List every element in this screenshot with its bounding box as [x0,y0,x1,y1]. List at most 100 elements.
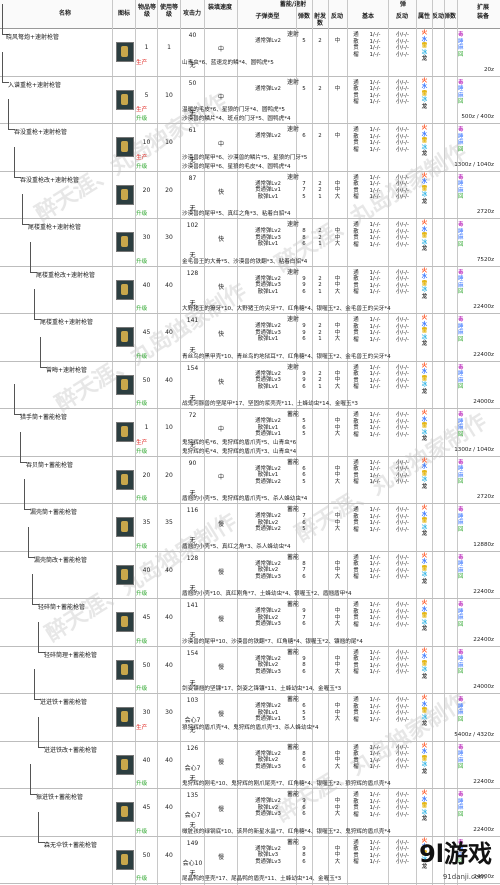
recoil-values: 中 中 大 [334,180,341,200]
weapon-name: 尾楼重枪+速射枪管 [40,319,94,326]
reload-speed: 慢 [217,758,224,766]
weapon-name: 尾楼重枪+速射枪管 [28,224,82,231]
ammo-basic: 通 散 贯 榴 [353,412,359,438]
water-element: 水 [421,844,428,850]
para-augment: 麻 [458,140,464,146]
dragon-element: 龙 [421,151,428,157]
attack-none: 无 [189,252,196,259]
upgrade-label: 升级 [136,828,148,835]
tree-connector [30,764,37,795]
use-level: 30 [165,709,173,716]
augment-list: 毒睡麻回 [458,127,463,153]
weapon-icon [116,802,134,822]
water-element: 水 [421,559,428,565]
table-row: 入谱重枪+速射枪管 5 10 50 无中速射 通常弹Lv2 5 2 中通 散 贯 榴 1/-/- … [0,51,500,124]
para-augment: 麻 [458,235,464,241]
upgrade-label: 升级 [136,163,148,170]
ammo-recoil: 小/-/- 小/-/- 小/-/- 小/-/- [396,744,409,771]
recover-augment: 回 [458,716,464,723]
weapon-name: 漏壳筒改+蓄能枪管 [34,556,88,564]
augment-list: 毒睡麻回 [458,412,463,438]
bullet-types: 通常弹Lv2 散弹Lv1 贯通弹Lv1 [255,418,281,437]
attack-none: 无 [189,109,196,117]
attack-value: 103 [186,697,199,704]
weapon-name: 猎手筒+蓄能枪管 [20,414,68,421]
reload-speed: 中 [217,46,224,53]
thunder-element: 雷 [421,43,428,49]
thunder-element: 雷 [421,423,428,429]
recover-augment: 回 [458,51,464,58]
bullet-types: 通常弹Lv2 贯通弹Lv3 散弹Lv1 [255,228,281,247]
header-name: 名称 [58,10,71,17]
fire-element: 火 [421,77,428,84]
attack-none: 无 [189,774,196,782]
water-element: 水 [421,84,428,90]
header-use-level: 使用等级 [159,4,178,18]
attack-none: 无 [189,679,196,687]
poison-augment: 毒 [458,792,464,798]
poison-augment: 毒 [458,697,464,703]
recoil-values: 中 中 大 [334,275,341,295]
header-reload-speed: 装填速度 [207,4,232,11]
item-level: 45 [142,804,151,811]
weapon-icon [116,754,134,775]
fire-mode: 蓄能 [286,696,299,703]
use-level: 40 [165,661,173,669]
dragon-element: 龙 [421,768,428,775]
price: 24000z [473,874,494,880]
sleep-augment: 睡 [458,133,464,140]
ammo-counts: 6 [302,133,306,139]
header-ammo-count: 弹数 [297,13,310,20]
fire-element: 火 [421,695,428,701]
ammo-counts: 6 6 5 [302,465,306,485]
ammo-recoil: 小/-/- 小/-/- 小/-/- 小/-/- [396,174,409,201]
recoil-values: 中 [334,85,341,92]
thunder-element: 雷 [421,90,428,97]
recoil-values: 中 中 大 [334,370,341,390]
header-shots: 射发数 [313,13,326,27]
upgrade-label: 升级 [136,591,148,597]
price: 22400z [473,636,494,643]
element-list: 火水雷冰龙 [417,125,432,158]
upgrade-materials: 战鬼河豚兽的坚尾甲*17、坚固的浆壳壳*11、土蜂幼虫*14、金喔玉*3 [182,401,358,407]
weapon-icon [116,89,134,110]
produce-materials: 温暖的毛皮*6、星狼的门牙*4、圆鸭虎*5 [182,107,285,113]
sleep-augment: 睡 [458,751,464,757]
tree-connector [32,574,39,605]
ammo-recoil: 小/-/- 小/-/- 小/-/- 小/-/- [396,554,409,581]
upgrade-materials: 盾翘的小壳*10、真红刚角*7、土蜂幼虫*4、银喔玉*2、盾翘盾甲*4 [182,591,352,597]
reload-speed: 慢 [217,663,224,671]
ammo-basic-values: 1/-/- 1/-/- 1/-/- 1/-/- [369,222,381,248]
fire-element: 火 [421,267,428,274]
upgrade-label: 升级 [136,496,148,502]
ammo-basic: 通 散 贯 榴 [353,222,359,248]
ice-element: 冰 [421,619,428,626]
weapon-icon [116,42,134,62]
table-row: 曾晦+速射枪管 50 40 154 无快速射 通常弹Lv2 贯通弹Lv3 散弹Lv1 9 9… [0,336,500,409]
price: 500z / 400z [461,114,494,120]
sleep-augment: 睡 [458,323,464,330]
dragon-element: 龙 [421,816,428,822]
reload-speed: 慢 [217,711,224,718]
price: 22400z [473,589,494,595]
upgrade-label: 升级 [136,401,148,407]
attack-value: 149 [186,839,199,847]
ammo-recoil: 小/-/- 小/-/- 小/-/- 小/-/- [396,127,409,153]
weapon-icon [116,469,134,490]
recoil-values: 中 中 大 [334,655,341,675]
weapon-name: 轻碎筒+蓄能枪管 [38,604,86,611]
bullet-types: 通常弹Lv2 散弹Lv2 贯通弹Lv2 [255,513,281,532]
upgrade-materials: 青丝鸟的黑甲壳*10、青丝鸟的地狱耳*7、红角糖*4、银喔玉*2、金毛兽王的尖牙… [182,353,391,360]
upgrade-label: 升级 [136,543,148,550]
recover-augment: 回 [458,479,464,485]
attack-none: 无 [189,537,196,544]
ammo-recoil: 小/-/- 小/-/- 小/-/- 小/-/- [396,459,409,486]
fire-element: 火 [421,647,428,654]
table-row: 尾楼重枪+速射枪管 45 40 141 无快速射 通常弹Lv2 贯通弹Lv3 散弹Lv1 9… [0,289,500,362]
poison-augment: 毒 [458,649,464,656]
tree-connector [2,51,9,83]
ammo-counts: 9 9 6 [302,370,306,390]
ice-element: 冰 [421,762,428,768]
produce-label: 生产 [136,154,148,161]
fire-element: 火 [421,315,428,321]
